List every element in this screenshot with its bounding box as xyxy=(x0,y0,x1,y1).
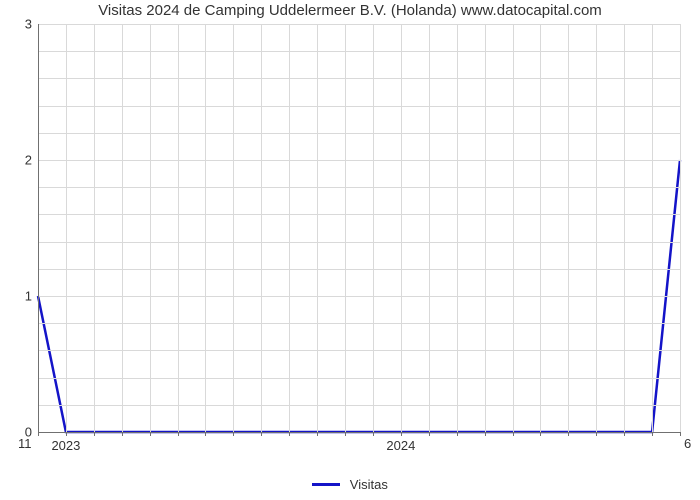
grid-line-vertical xyxy=(373,24,374,432)
grid-line-vertical xyxy=(513,24,514,432)
grid-line-vertical xyxy=(401,24,402,432)
grid-line-vertical xyxy=(568,24,569,432)
y-tick-label: 2 xyxy=(25,153,38,168)
grid-line-vertical xyxy=(596,24,597,432)
legend-label: Visitas xyxy=(350,477,388,492)
x-tick-label: 2023 xyxy=(51,432,80,453)
grid-line-vertical xyxy=(66,24,67,432)
grid-line-horizontal xyxy=(38,160,680,161)
grid-line-vertical xyxy=(429,24,430,432)
grid-line-horizontal xyxy=(38,323,680,324)
grid-line-horizontal xyxy=(38,242,680,243)
legend: Visitas xyxy=(0,476,700,492)
x-tick-label: 2024 xyxy=(386,432,415,453)
x-axis-line xyxy=(38,432,680,433)
grid-line-vertical xyxy=(345,24,346,432)
grid-line-vertical xyxy=(150,24,151,432)
grid-line-horizontal xyxy=(38,24,680,25)
corner-label-bottom-left: 11 xyxy=(18,436,32,451)
y-axis-line xyxy=(38,24,39,432)
grid-line-vertical xyxy=(178,24,179,432)
grid-line-horizontal xyxy=(38,133,680,134)
grid-line-vertical xyxy=(205,24,206,432)
y-tick-label: 3 xyxy=(25,17,38,32)
y-tick-label: 1 xyxy=(25,289,38,304)
plot-area: 012320232024 xyxy=(38,24,680,432)
grid-line-horizontal xyxy=(38,296,680,297)
grid-line-vertical xyxy=(652,24,653,432)
grid-line-vertical xyxy=(233,24,234,432)
grid-line-vertical xyxy=(457,24,458,432)
grid-line-horizontal xyxy=(38,106,680,107)
grid-line-vertical xyxy=(122,24,123,432)
chart-title: Visitas 2024 de Camping Uddelermeer B.V.… xyxy=(0,2,700,19)
legend-swatch xyxy=(312,483,340,486)
grid-line-horizontal xyxy=(38,269,680,270)
grid-line-vertical xyxy=(94,24,95,432)
grid-line-horizontal xyxy=(38,378,680,379)
grid-line-horizontal xyxy=(38,78,680,79)
grid-line-vertical xyxy=(540,24,541,432)
grid-line-vertical xyxy=(680,24,681,432)
grid-line-vertical xyxy=(289,24,290,432)
grid-line-vertical xyxy=(261,24,262,432)
grid-line-horizontal xyxy=(38,187,680,188)
grid-line-horizontal xyxy=(38,214,680,215)
grid-line-vertical xyxy=(624,24,625,432)
grid-line-horizontal xyxy=(38,350,680,351)
corner-label-bottom-right: 6 xyxy=(684,436,691,451)
visitas-line xyxy=(38,24,680,432)
x-minor-tick xyxy=(680,432,681,436)
grid-line-vertical xyxy=(485,24,486,432)
grid-line-vertical xyxy=(317,24,318,432)
grid-line-horizontal xyxy=(38,51,680,52)
grid-line-horizontal xyxy=(38,405,680,406)
chart-container: Visitas 2024 de Camping Uddelermeer B.V.… xyxy=(0,0,700,500)
